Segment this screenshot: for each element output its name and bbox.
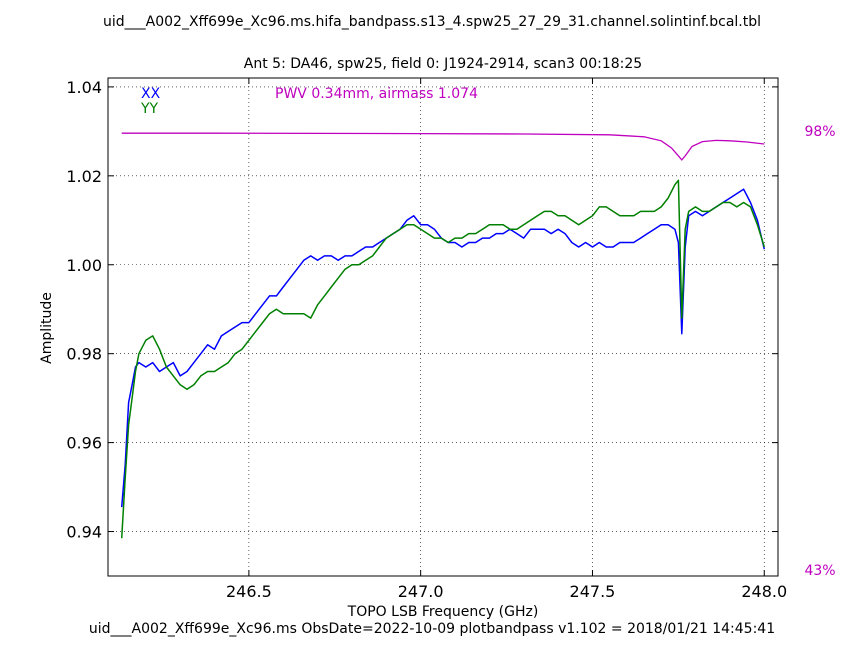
x-tick-label: 246.5	[226, 582, 272, 601]
legend-entry-yy: YY	[140, 101, 159, 117]
legend-entry-xx: XX	[141, 86, 161, 102]
axis-ticks: 246.5 247.0 247.5 248.0 0.94 0.96 0.98 1.00 1.02…	[66, 78, 787, 601]
pwv-annotation: PWV 0.34mm, airmass 1.074	[275, 86, 478, 102]
atmosphere-line	[121, 132, 765, 161]
plot-frame	[107, 77, 779, 577]
grid-lines	[108, 78, 778, 576]
atmosphere-transmission-curve	[121, 132, 765, 161]
data-series	[120, 179, 766, 539]
x-tick-label: 247.5	[570, 582, 616, 601]
right-axis-top-label: 98%	[804, 124, 836, 140]
plot-subtitle: Ant 5: DA46, spw25, field 0: J1924-2914,…	[243, 56, 643, 72]
series-line-xx	[120, 188, 766, 508]
y-tick-label: 1.04	[66, 78, 102, 97]
series-line-yy	[120, 179, 766, 539]
right-axis-bottom-label: 43%	[804, 563, 836, 579]
x-tick-label: 248.0	[741, 582, 787, 601]
y-tick-label: 1.02	[66, 167, 102, 186]
x-tick-label: 247.0	[398, 582, 444, 601]
x-axis-label: TOPO LSB Frequency (GHz)	[347, 604, 539, 620]
plot-table-title: uid___A002_Xff699e_Xc96.ms.hifa_bandpass…	[103, 14, 761, 30]
y-tick-label: 0.98	[66, 345, 102, 364]
y-tick-label: 0.96	[66, 434, 102, 453]
plot-footer: uid___A002_Xff699e_Xc96.ms ObsDate=2022-…	[88, 621, 776, 637]
y-tick-label: 1.00	[66, 256, 102, 275]
y-tick-label: 0.94	[66, 523, 102, 542]
y-axis-label: Amplitude	[39, 292, 55, 364]
